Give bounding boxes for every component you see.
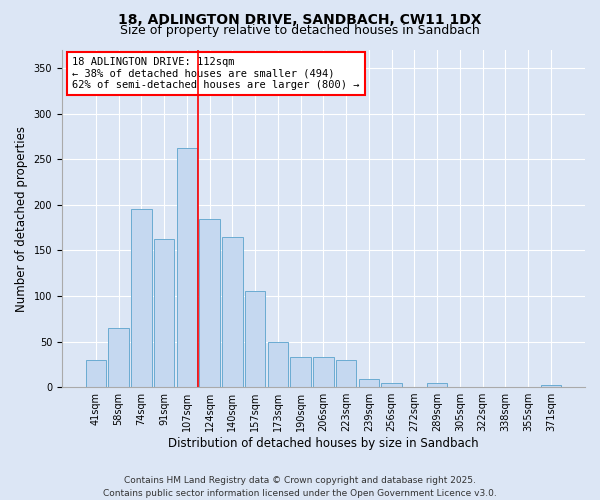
Text: Contains HM Land Registry data © Crown copyright and database right 2025.
Contai: Contains HM Land Registry data © Crown c… — [103, 476, 497, 498]
Text: 18 ADLINGTON DRIVE: 112sqm
← 38% of detached houses are smaller (494)
62% of sem: 18 ADLINGTON DRIVE: 112sqm ← 38% of deta… — [73, 56, 360, 90]
Y-axis label: Number of detached properties: Number of detached properties — [15, 126, 28, 312]
Text: Size of property relative to detached houses in Sandbach: Size of property relative to detached ho… — [120, 24, 480, 37]
Bar — [268, 342, 288, 387]
Bar — [290, 357, 311, 387]
X-axis label: Distribution of detached houses by size in Sandbach: Distribution of detached houses by size … — [168, 437, 479, 450]
Bar — [131, 208, 152, 387]
Bar — [176, 148, 197, 387]
Bar — [109, 328, 129, 387]
Bar — [222, 237, 242, 387]
Bar — [336, 360, 356, 387]
Bar — [86, 360, 106, 387]
Bar — [382, 382, 402, 387]
Text: 18, ADLINGTON DRIVE, SANDBACH, CW11 1DX: 18, ADLINGTON DRIVE, SANDBACH, CW11 1DX — [118, 12, 482, 26]
Bar — [199, 220, 220, 387]
Bar — [154, 240, 175, 387]
Bar — [245, 292, 265, 387]
Bar — [541, 386, 561, 387]
Bar — [313, 357, 334, 387]
Bar — [427, 382, 448, 387]
Bar — [359, 379, 379, 387]
